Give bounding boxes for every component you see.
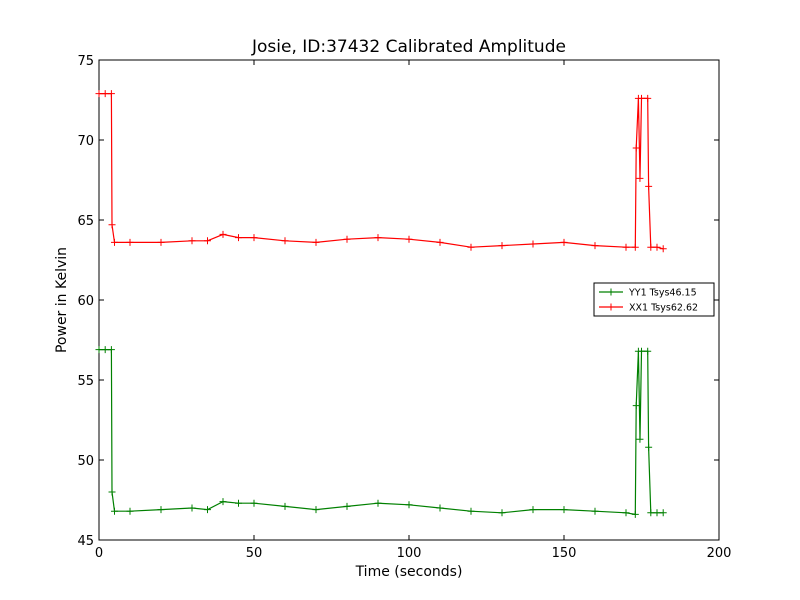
data-point bbox=[591, 242, 599, 250]
data-point bbox=[644, 347, 652, 355]
data-point bbox=[235, 499, 242, 507]
x-tick-label: 200 bbox=[707, 546, 732, 561]
data-point bbox=[638, 347, 645, 355]
data-point bbox=[591, 507, 599, 515]
data-point bbox=[659, 245, 667, 253]
y-tick-label: 50 bbox=[77, 454, 94, 469]
data-point bbox=[95, 346, 103, 354]
data-point bbox=[108, 488, 116, 496]
data-point bbox=[250, 234, 258, 242]
data-point bbox=[107, 90, 115, 98]
data-point bbox=[498, 242, 506, 250]
data-point bbox=[235, 234, 242, 242]
data-point bbox=[405, 235, 413, 243]
y-tick-label: 70 bbox=[77, 134, 94, 149]
data-point bbox=[281, 237, 289, 245]
data-point bbox=[631, 510, 639, 518]
data-point bbox=[188, 504, 196, 512]
data-point bbox=[101, 346, 109, 354]
data-point bbox=[644, 94, 652, 102]
data-point bbox=[647, 509, 655, 517]
data-point bbox=[312, 238, 320, 246]
data-point bbox=[374, 499, 382, 507]
data-point bbox=[343, 235, 351, 243]
legend-marker bbox=[607, 288, 615, 296]
data-point bbox=[219, 498, 227, 506]
data-point bbox=[157, 238, 165, 246]
data-point bbox=[529, 240, 537, 248]
series-0 bbox=[95, 346, 667, 518]
data-point bbox=[436, 504, 444, 512]
data-point bbox=[111, 238, 118, 246]
data-point bbox=[498, 509, 506, 517]
data-point bbox=[560, 238, 568, 246]
data-point bbox=[157, 506, 165, 514]
legend-label: YY1 Tsys46.15 bbox=[628, 288, 697, 299]
series-line-1 bbox=[99, 92, 664, 250]
data-point bbox=[659, 509, 667, 517]
y-tick-label: 55 bbox=[77, 374, 94, 389]
data-point bbox=[219, 230, 227, 238]
x-tick-label: 150 bbox=[552, 546, 577, 561]
data-point bbox=[436, 238, 444, 246]
data-point bbox=[108, 221, 116, 229]
data-point bbox=[638, 94, 645, 102]
data-point bbox=[632, 144, 640, 152]
data-point bbox=[405, 501, 413, 509]
data-point bbox=[645, 182, 653, 190]
data-point bbox=[374, 234, 382, 242]
data-point bbox=[631, 243, 639, 251]
data-point bbox=[101, 90, 109, 98]
data-point bbox=[204, 237, 211, 245]
data-point bbox=[560, 506, 568, 514]
data-point bbox=[126, 507, 134, 515]
data-point bbox=[281, 502, 289, 510]
ticks-layer: 0 50 100 150 200 45 50 55 60 65 70 75 bbox=[77, 54, 731, 561]
x-axis-label: Time (seconds) bbox=[355, 564, 463, 580]
data-point bbox=[188, 237, 196, 245]
data-point bbox=[529, 506, 537, 514]
x-tick-label: 50 bbox=[246, 546, 263, 561]
data-point bbox=[204, 506, 211, 514]
y-axis-label: Power in Kelvin bbox=[54, 247, 70, 353]
data-point bbox=[653, 509, 661, 517]
data-point bbox=[622, 243, 630, 251]
legend-marker bbox=[607, 303, 615, 311]
data-point bbox=[467, 507, 475, 515]
series-1 bbox=[95, 90, 667, 253]
data-point bbox=[653, 243, 661, 251]
y-tick-label: 65 bbox=[77, 214, 94, 229]
data-point bbox=[636, 174, 644, 182]
data-point bbox=[95, 90, 103, 98]
data-point bbox=[467, 243, 475, 251]
x-tick-label: 100 bbox=[397, 546, 422, 561]
series-layer bbox=[95, 90, 667, 518]
data-point bbox=[632, 402, 640, 410]
data-point bbox=[250, 499, 258, 507]
data-point bbox=[111, 507, 118, 515]
chart-title: Josie, ID:37432 Calibrated Amplitude bbox=[251, 37, 566, 57]
data-point bbox=[645, 443, 653, 451]
data-point bbox=[107, 346, 115, 354]
y-tick-label: 75 bbox=[77, 54, 94, 69]
data-point bbox=[636, 435, 644, 443]
data-point bbox=[312, 506, 320, 514]
x-tick-label: 0 bbox=[95, 546, 103, 561]
y-tick-label: 45 bbox=[77, 534, 94, 549]
legend-label: XX1 Tsys62.62 bbox=[629, 303, 698, 314]
legend: YY1 Tsys46.15 XX1 Tsys62.62 bbox=[593, 282, 715, 317]
data-point bbox=[126, 238, 134, 246]
series-line-0 bbox=[99, 349, 664, 516]
legend-box bbox=[593, 282, 715, 317]
data-point bbox=[622, 509, 630, 517]
y-tick-label: 60 bbox=[77, 294, 94, 309]
data-point bbox=[647, 243, 655, 251]
data-point bbox=[343, 502, 351, 510]
